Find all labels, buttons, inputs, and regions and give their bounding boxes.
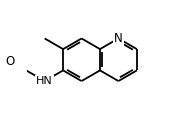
Text: N: N [114, 32, 123, 45]
Text: O: O [5, 54, 15, 68]
Text: HN: HN [36, 76, 53, 86]
